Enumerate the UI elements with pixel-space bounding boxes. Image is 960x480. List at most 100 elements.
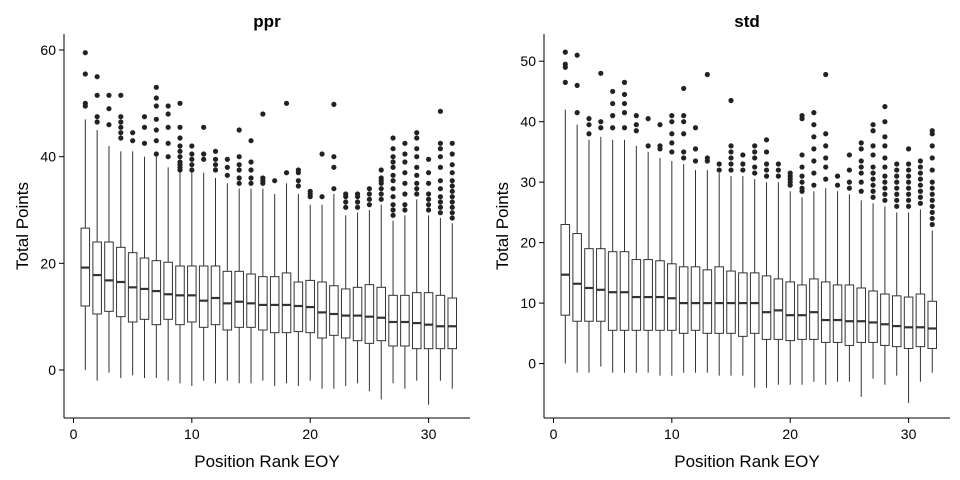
outlier-point — [354, 191, 361, 197]
outlier-point — [905, 197, 912, 203]
outlier-point — [378, 196, 384, 202]
outlier-point — [681, 131, 687, 137]
outlier-point — [894, 203, 900, 209]
outlier-point — [905, 146, 912, 152]
box-iqr — [340, 288, 351, 339]
outlier-point — [882, 143, 888, 149]
x-tick-label: 0 — [70, 426, 78, 442]
outlier-point — [449, 204, 455, 210]
outlier-point — [437, 178, 444, 184]
box-std-16 — [738, 152, 748, 376]
outlier-point — [106, 122, 112, 128]
y-tick-label: 20 — [40, 255, 56, 271]
box-iqr — [678, 266, 689, 334]
outlier-point — [153, 103, 159, 109]
outlier-point — [917, 164, 924, 170]
outlier-point — [414, 191, 420, 197]
outlier-point — [574, 82, 580, 89]
box-iqr — [210, 265, 221, 326]
outlier-point — [425, 196, 432, 202]
outlier-point — [894, 161, 900, 167]
outlier-point — [354, 204, 361, 210]
outlier-point — [858, 179, 864, 185]
outlier-point — [425, 191, 432, 197]
outlier-point — [414, 135, 420, 141]
outlier-point — [692, 146, 699, 152]
outlier-point — [610, 113, 616, 119]
outlier-point — [870, 164, 876, 170]
outlier-point — [402, 191, 408, 197]
outlier-point — [728, 167, 734, 173]
box-ppr-7 — [151, 84, 162, 378]
outlier-point — [366, 196, 372, 202]
outlier-point — [236, 167, 242, 173]
outlier-point — [917, 188, 924, 194]
box-iqr — [891, 295, 902, 348]
box-iqr — [702, 269, 713, 334]
box-ppr-15 — [246, 138, 256, 384]
outlier-point — [811, 134, 817, 140]
outlier-point — [645, 143, 651, 149]
outlier-point — [177, 135, 183, 141]
outlier-point — [929, 203, 935, 209]
y-tick-label: 10 — [520, 295, 536, 311]
outlier-point — [858, 188, 864, 194]
box-ppr-3 — [104, 92, 114, 373]
box-ppr-19 — [293, 167, 304, 386]
box-ppr-12 — [210, 148, 221, 384]
box-std-23 — [820, 71, 831, 385]
outlier-point — [823, 176, 829, 182]
outlier-point — [153, 127, 159, 133]
outlier-point — [118, 130, 124, 136]
outlier-point — [846, 185, 852, 191]
box-std-18 — [761, 137, 772, 388]
outlier-point — [929, 191, 935, 197]
outlier-point — [858, 164, 864, 170]
outlier-point — [366, 202, 372, 208]
box-iqr — [222, 270, 233, 331]
outlier-point — [343, 204, 349, 210]
outlier-point — [106, 106, 112, 112]
outlier-point — [574, 110, 580, 116]
box-ppr-23 — [340, 191, 351, 386]
outlier-point — [331, 164, 337, 170]
outlier-point — [740, 152, 746, 158]
box-iqr — [435, 294, 446, 350]
outlier-point — [177, 154, 183, 160]
outlier-point — [621, 100, 628, 107]
outlier-point — [752, 170, 758, 176]
outlier-point — [870, 176, 876, 182]
outlier-point — [894, 173, 900, 179]
box-iqr — [868, 290, 878, 343]
box-std-5 — [607, 88, 618, 373]
outlier-point — [260, 175, 266, 181]
box-iqr — [92, 241, 102, 315]
outlier-point — [929, 179, 935, 185]
outlier-point — [834, 173, 841, 179]
outlier-point — [437, 210, 444, 216]
outlier-point — [248, 159, 254, 165]
outlier-point — [248, 167, 254, 173]
y-tick-label: 0 — [528, 356, 536, 372]
box-iqr — [927, 300, 938, 349]
outlier-point — [870, 194, 876, 200]
box-std-30 — [903, 146, 914, 403]
box-iqr — [714, 266, 724, 334]
outlier-point — [402, 170, 408, 176]
box-iqr — [667, 263, 677, 331]
outlier-point — [331, 186, 337, 192]
outlier-point — [728, 161, 734, 167]
outlier-point — [402, 140, 408, 146]
outlier-point — [929, 215, 935, 222]
x-axis-title-ppr: Position Rank EOY — [194, 452, 340, 471]
box-ppr-8 — [163, 103, 173, 381]
outlier-point — [248, 175, 254, 181]
outlier-point — [929, 128, 935, 134]
outlier-point — [740, 161, 746, 167]
outlier-point — [811, 170, 817, 176]
outlier-point — [929, 167, 935, 173]
outlier-point — [82, 71, 88, 77]
outlier-point — [319, 151, 325, 157]
box-std-14 — [714, 161, 724, 376]
